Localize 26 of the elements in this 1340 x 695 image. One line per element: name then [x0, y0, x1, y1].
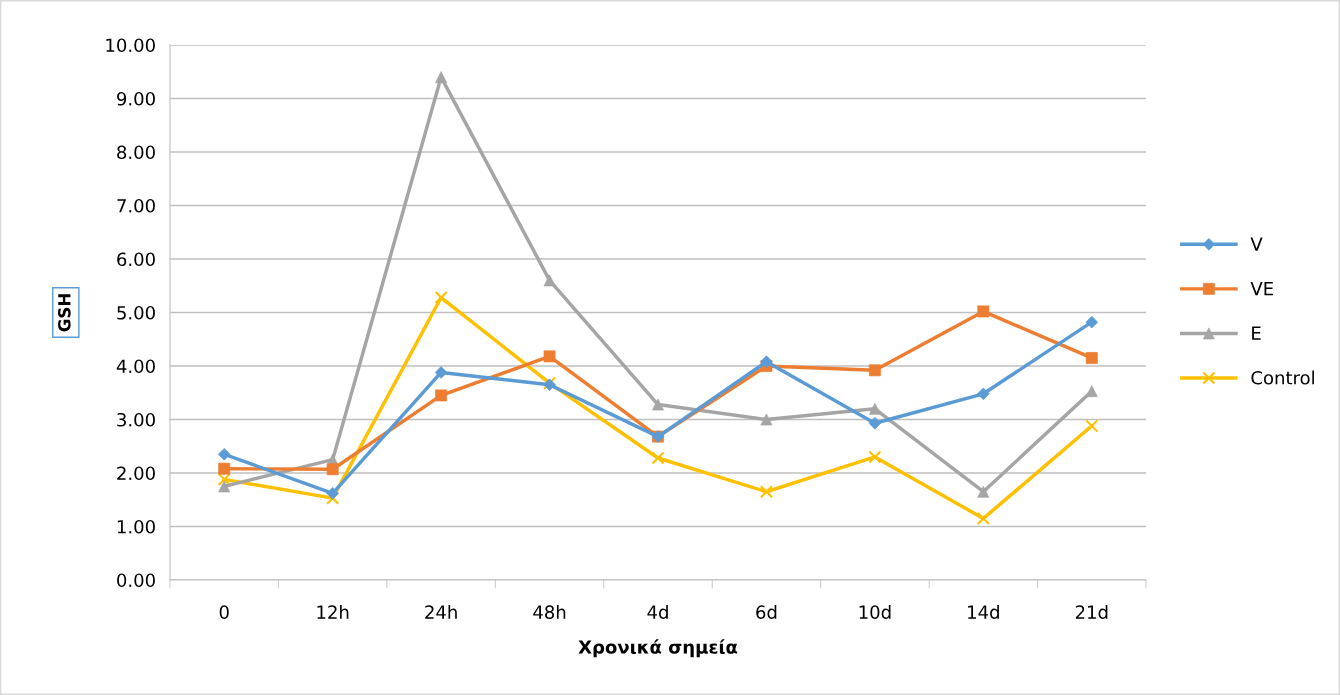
x-axis-title: Χρονικά σημεία	[578, 639, 738, 658]
x-tick-label: 12h	[317, 605, 349, 619]
legend-label: Control	[1251, 370, 1314, 385]
y-axis-title: GSH	[58, 294, 71, 332]
x-tick-label: 4d	[647, 605, 668, 619]
y-tick-label: 4.00	[116, 359, 155, 374]
x-tick-label: 24h	[425, 605, 457, 619]
y-tick-label: 2.00	[117, 466, 155, 481]
x-tick-label: 0	[219, 605, 229, 619]
x-tick-label: 21d	[1075, 605, 1108, 619]
y-tick-label: 10.00	[106, 38, 155, 53]
legend-label: E	[1252, 326, 1261, 340]
y-tick-label: 7.00	[117, 198, 155, 213]
x-tick-label: 14d	[968, 605, 999, 619]
y-tick-label: 6.00	[117, 252, 155, 267]
y-tick-label: 5.00	[117, 305, 155, 320]
y-tick-label: 9.00	[117, 91, 155, 106]
legend-label: VE	[1250, 282, 1273, 296]
y-tick-label: 8.00	[117, 145, 155, 160]
y-tick-label: 1.00	[117, 519, 155, 534]
x-tick-label: 10d	[859, 605, 891, 619]
legend-label: V	[1250, 237, 1263, 251]
x-tick-label: 6d	[756, 605, 777, 619]
x-tick-label: 48h	[533, 605, 566, 619]
y-tick-label: 0.00	[117, 573, 155, 588]
y-tick-label: 3.00	[117, 412, 155, 427]
